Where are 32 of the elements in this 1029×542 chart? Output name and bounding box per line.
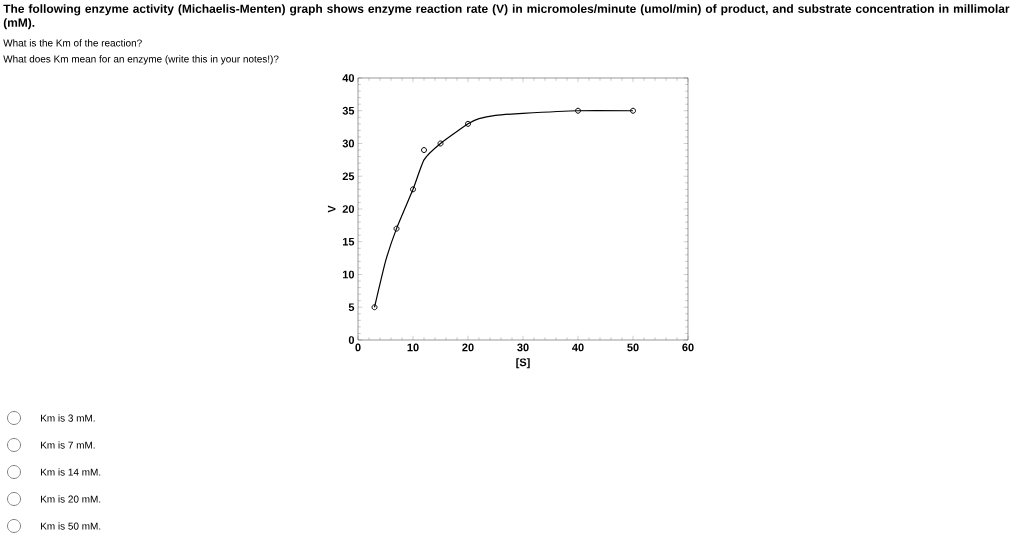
text: What is the Km of the reaction?: [3, 39, 142, 47]
x-tick-label: 10: [407, 343, 419, 352]
y-tick-label: 40: [342, 74, 355, 82]
y-tick-label: 35: [342, 106, 355, 115]
y-tick-label: 15: [342, 237, 355, 246]
text: What does Km mean for an enzyme (write this in your notes!)?: [3, 55, 279, 65]
x-tick-label: 50: [627, 343, 639, 352]
point: [575, 107, 581, 114]
text: Km is 20 mM.: [41, 495, 101, 503]
y-tick-label: 30: [342, 139, 355, 148]
y-tick-label: 5: [348, 303, 355, 312]
text: Km is 7 mM.: [41, 441, 95, 449]
point: [393, 225, 400, 232]
x-tick-label: 20: [462, 343, 474, 352]
y-tick-label: 25: [342, 172, 355, 181]
point: [410, 186, 416, 193]
x-tick-label: 0: [355, 343, 361, 352]
point: [421, 147, 427, 154]
point: [437, 140, 444, 147]
y-tick-label: 10: [342, 270, 355, 279]
point: [465, 120, 471, 127]
x-tick-label: 60: [682, 343, 694, 352]
x-tick-label: 40: [572, 343, 584, 352]
y-tick-label: 20: [342, 205, 355, 213]
x-axis-title: [S]: [516, 358, 530, 369]
x-tick-label: 30: [517, 343, 529, 352]
y-tick-label: 0: [348, 336, 355, 344]
text: Km is 14 mM.: [41, 468, 101, 476]
y-axis-title: V: [327, 205, 336, 213]
text: Km is 50 mM.: [41, 522, 101, 530]
chart-title: The following enzyme activity (Michaelis-Menten) graph shows enzyme reaction rate (V) in micromoles/minute (umol/min) of product, and substrate concentration in millimolar (mM).: [3, 4, 1010, 30]
text: Km is 3 mM.: [41, 414, 95, 422]
